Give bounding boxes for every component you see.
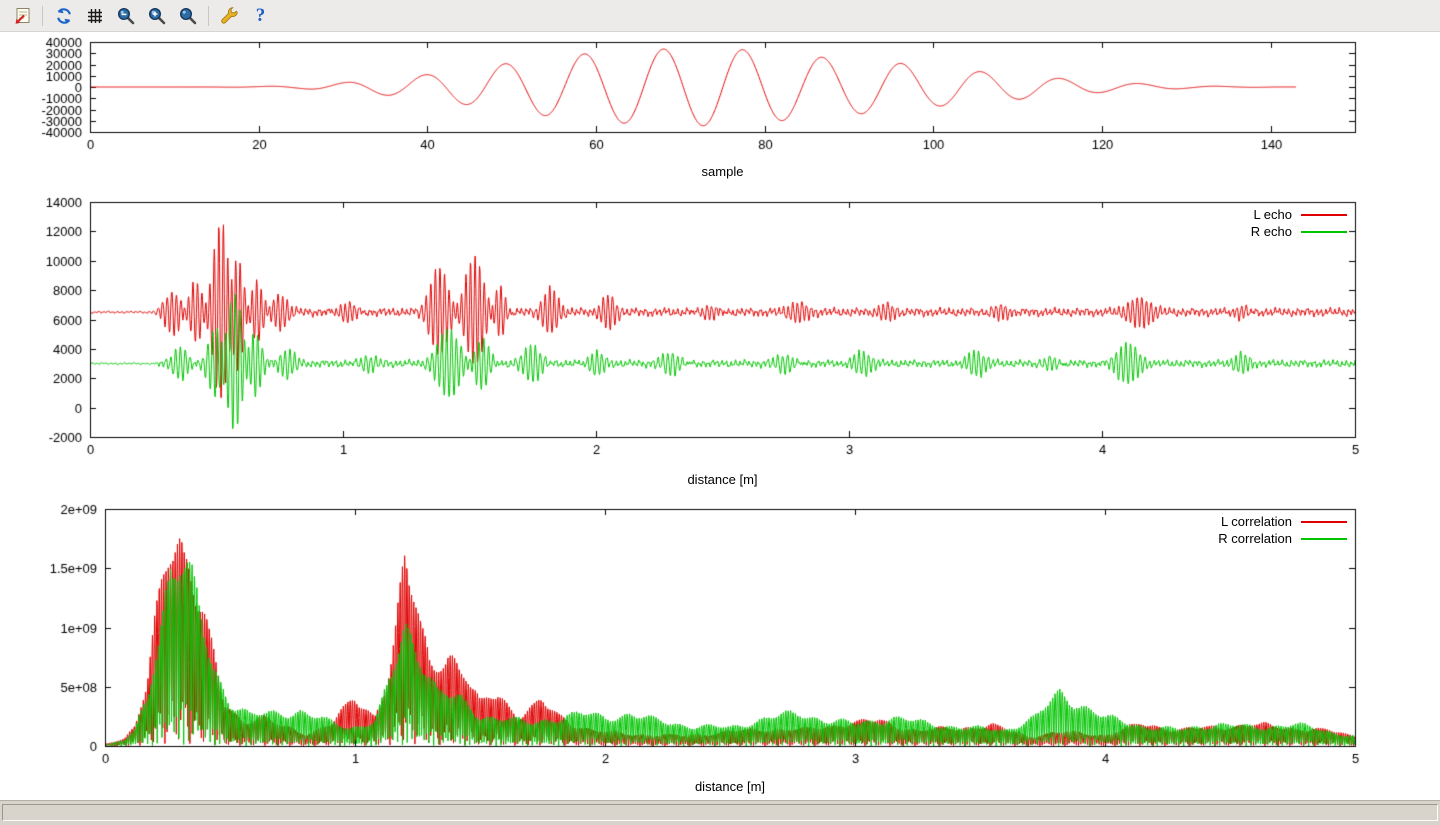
- legend-label: R echo: [1250, 224, 1292, 239]
- zoom-previous-icon: [117, 7, 134, 24]
- status-bar: [0, 800, 1440, 825]
- toolbar-separator: [208, 5, 209, 26]
- export-button[interactable]: [8, 2, 35, 29]
- legend-label: L echo: [1253, 207, 1292, 222]
- echo-xlabel: distance [m]: [687, 472, 758, 487]
- export-icon: [15, 7, 29, 24]
- toolbar-separator: [42, 5, 43, 26]
- configure-button[interactable]: [216, 2, 243, 29]
- replot-button[interactable]: [50, 2, 77, 29]
- legend-item: R echo: [1250, 224, 1347, 239]
- correlation-xlabel: distance [m]: [694, 779, 766, 794]
- zoom-next-icon: [148, 7, 165, 24]
- legend-item: L correlation: [1218, 514, 1347, 529]
- status-field: [2, 804, 1438, 821]
- legend-label: L correlation: [1220, 514, 1292, 529]
- legend-line-sample: [1301, 230, 1347, 233]
- autoscale-icon: [179, 7, 196, 24]
- echo-legend: L echo R echo: [1250, 207, 1347, 239]
- legend-line-sample: [1301, 537, 1347, 540]
- help-icon: ?: [255, 5, 266, 26]
- wrench-icon: [220, 6, 238, 24]
- waveform-xlabel: sample: [701, 164, 744, 179]
- waveform-plot-canvas[interactable]: [0, 32, 1440, 162]
- autoscale-button[interactable]: [174, 2, 201, 29]
- correlation-plot-canvas[interactable]: [0, 499, 1440, 771]
- zoom-next-button[interactable]: [143, 2, 170, 29]
- legend-line-sample: [1301, 213, 1347, 216]
- toolbar: ?: [0, 0, 1440, 32]
- help-button[interactable]: ?: [247, 2, 274, 29]
- correlation-legend: L correlation R correlation: [1218, 514, 1347, 546]
- legend-line-sample: [1301, 520, 1347, 523]
- grid-icon: [87, 8, 102, 23]
- legend-label: R correlation: [1218, 531, 1292, 546]
- echo-plot-canvas[interactable]: [0, 192, 1440, 467]
- grid-button[interactable]: [81, 2, 108, 29]
- legend-item: L echo: [1251, 207, 1347, 222]
- legend-item: R correlation: [1218, 531, 1347, 546]
- zoom-previous-button[interactable]: [112, 2, 139, 29]
- replot-icon: [56, 7, 71, 24]
